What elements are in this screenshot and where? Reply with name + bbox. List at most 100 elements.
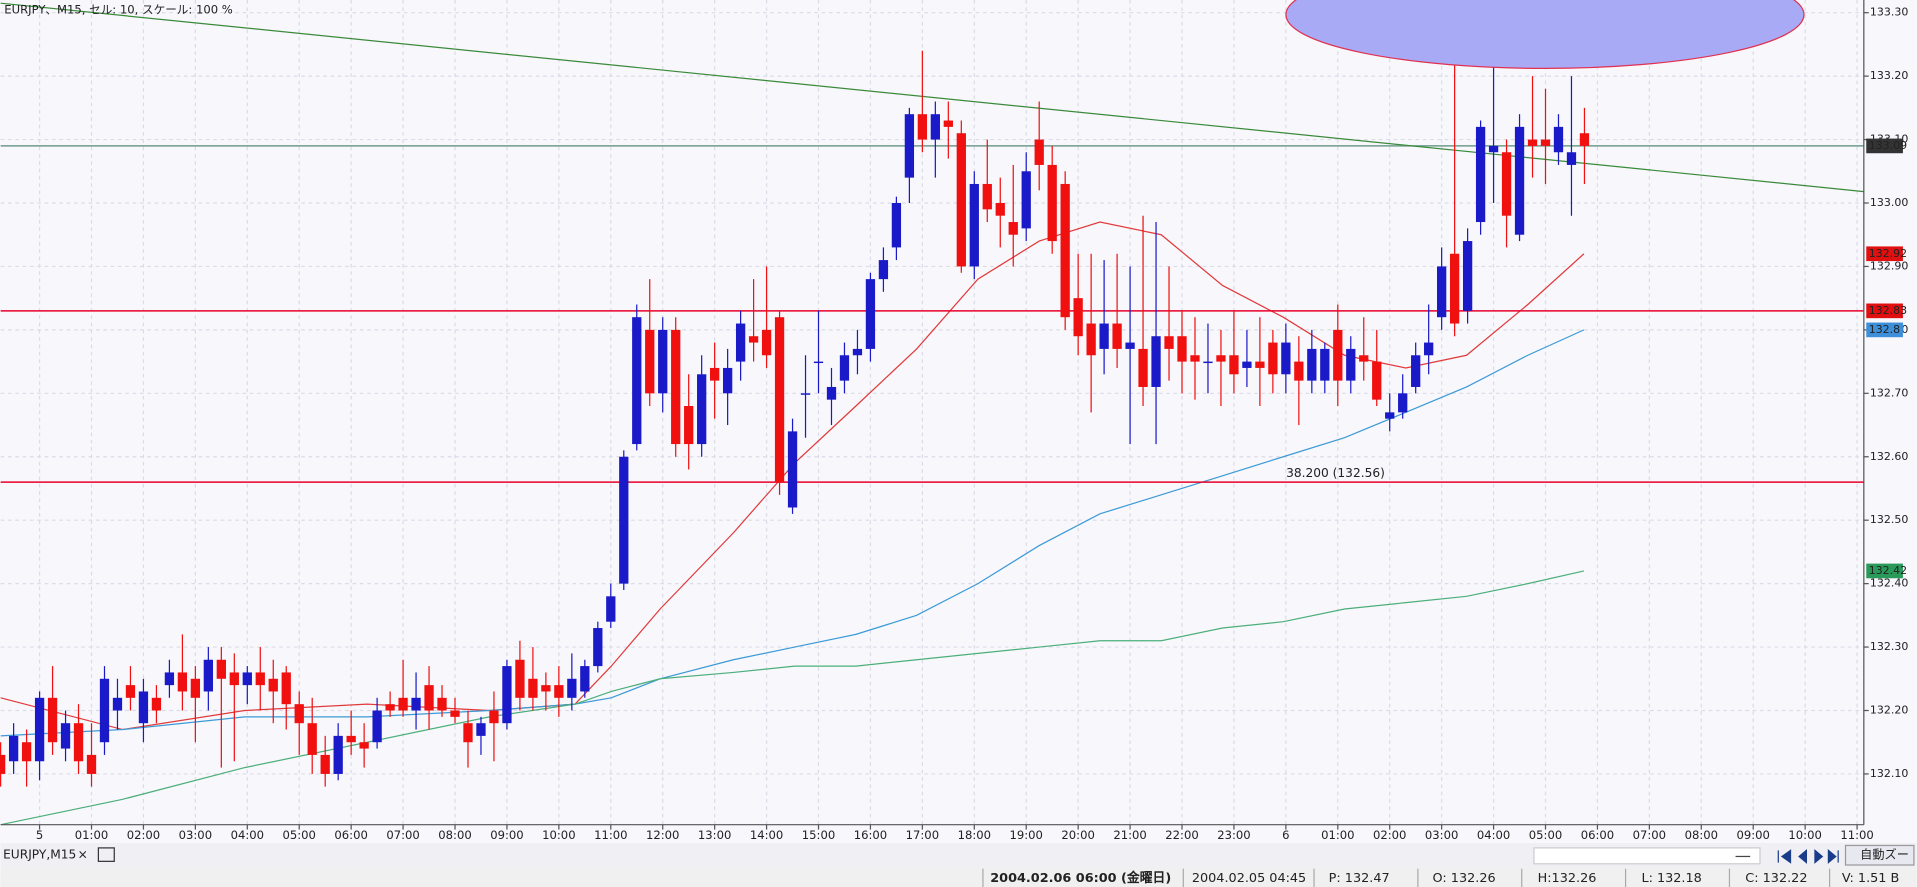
candle-body bbox=[852, 348, 863, 356]
price-badge bbox=[1866, 303, 1903, 319]
candle-body bbox=[1333, 329, 1343, 381]
candle-body bbox=[346, 735, 356, 743]
candle-body bbox=[1527, 139, 1538, 146]
candle-body bbox=[1086, 323, 1096, 356]
x-tick-label: 12:00 bbox=[646, 828, 679, 842]
candle-body bbox=[73, 723, 84, 762]
candle-body bbox=[658, 329, 668, 394]
x-tick-label: 06:00 bbox=[1581, 828, 1614, 842]
x-tick-label: 6 bbox=[1282, 828, 1289, 842]
candle-body bbox=[502, 666, 512, 724]
price-badge bbox=[1866, 246, 1903, 262]
candle-body bbox=[1190, 355, 1200, 362]
x-tick-label: 16:00 bbox=[854, 828, 887, 842]
x-tick-label: 07:00 bbox=[1633, 828, 1666, 842]
candle-body bbox=[359, 742, 369, 749]
candle-body bbox=[476, 723, 486, 736]
x-tick-label: 10:00 bbox=[542, 828, 575, 842]
x-tick-label: 01:00 bbox=[75, 828, 108, 842]
candle-body bbox=[606, 596, 616, 622]
candle-body bbox=[1112, 323, 1122, 349]
candle-body bbox=[138, 691, 149, 724]
candle-body bbox=[190, 678, 201, 698]
candle-body bbox=[1073, 298, 1083, 337]
candle-body bbox=[800, 393, 811, 395]
x-tick-label: 20:00 bbox=[1061, 828, 1094, 842]
status-low: L: 132.18 bbox=[1641, 871, 1701, 886]
candle-body bbox=[177, 672, 188, 692]
candle-body bbox=[1294, 361, 1304, 381]
candle-body bbox=[878, 260, 889, 280]
candle-body bbox=[1540, 139, 1551, 146]
candle-body bbox=[735, 323, 746, 362]
price-badge bbox=[1866, 563, 1903, 579]
candle-body bbox=[645, 329, 655, 394]
candle-body bbox=[1307, 348, 1317, 381]
candle-body bbox=[1034, 139, 1044, 165]
y-tick-label: 133.30 bbox=[1870, 6, 1908, 19]
candle-body bbox=[281, 672, 291, 705]
candle-body bbox=[1216, 355, 1226, 362]
candle-body bbox=[1553, 126, 1564, 153]
candle-body bbox=[268, 678, 278, 692]
candle-body bbox=[839, 355, 850, 381]
zoom-button-label[interactable]: 自動ズー bbox=[1860, 847, 1909, 862]
price-badge-label: 132.83 bbox=[1869, 304, 1907, 317]
candle-body bbox=[684, 406, 694, 445]
x-tick-label: 01:00 bbox=[1321, 828, 1354, 842]
candle-body bbox=[242, 672, 252, 686]
x-tick-label: 03:00 bbox=[179, 828, 212, 842]
zoom-button[interactable] bbox=[1844, 844, 1915, 866]
candle-body bbox=[164, 672, 175, 686]
candle-body bbox=[619, 456, 629, 584]
candle-body bbox=[774, 317, 785, 483]
y-tick-label: 132.90 bbox=[1870, 259, 1908, 272]
candle-body bbox=[969, 183, 979, 267]
x-tick-label: 14:00 bbox=[750, 828, 783, 842]
candle-body bbox=[151, 697, 162, 711]
scroll-track[interactable] bbox=[1533, 847, 1761, 865]
candle-body bbox=[1255, 361, 1265, 368]
candle-body bbox=[1346, 348, 1356, 381]
price-badge bbox=[1866, 138, 1903, 154]
candle-body bbox=[489, 710, 499, 724]
candle-body bbox=[294, 704, 304, 724]
candle-body bbox=[1437, 266, 1447, 318]
x-tick-label: 5 bbox=[36, 828, 43, 842]
x-tick-label: 05:00 bbox=[283, 828, 316, 842]
candle-body bbox=[424, 685, 434, 711]
candle-body bbox=[1177, 336, 1187, 362]
tab-close[interactable]: × bbox=[78, 848, 88, 862]
candle-body bbox=[748, 336, 759, 343]
candle-body bbox=[255, 672, 265, 686]
x-tick-label: 19:00 bbox=[1010, 828, 1043, 842]
status-open: O: 132.26 bbox=[1433, 871, 1496, 886]
status-datetime: 2004.02.06 06:00 (金曜日) bbox=[990, 870, 1171, 886]
candle-body bbox=[1449, 253, 1460, 324]
candle-body bbox=[787, 431, 798, 508]
status-bar: 2004.02.06 06:00 (金曜日) 2004.02.05 04:45 … bbox=[0, 867, 1917, 887]
axes: 132.10 132.20 132.30 132.40 132.50 132.60 132.… bbox=[36, 6, 1908, 842]
candle-body bbox=[1021, 171, 1031, 229]
x-tick-label: 02:00 bbox=[127, 828, 160, 842]
candle-body bbox=[125, 685, 136, 698]
candle-body bbox=[1164, 336, 1174, 349]
tab-icon[interactable] bbox=[97, 847, 115, 862]
candle-body bbox=[372, 710, 382, 743]
candle-body bbox=[722, 367, 733, 394]
x-tick-label: 11:00 bbox=[594, 828, 627, 842]
x-tick-label: 03:00 bbox=[1425, 828, 1458, 842]
nav-buttons[interactable] bbox=[1777, 849, 1839, 864]
candle-body bbox=[982, 183, 992, 210]
price-badge-label: 133.09 bbox=[1869, 139, 1907, 152]
candle-body bbox=[515, 659, 525, 698]
candle-body bbox=[1424, 342, 1434, 356]
x-tick-label: 08:00 bbox=[1685, 828, 1718, 842]
tab-bar: EURJPY,M15 × 自動ズー bbox=[0, 843, 1917, 868]
x-tick-label: 22:00 bbox=[1165, 828, 1198, 842]
status-bg bbox=[0, 867, 1917, 887]
candle-body bbox=[1475, 126, 1486, 223]
tab-label[interactable]: EURJPY,M15 bbox=[3, 848, 76, 862]
y-tick-label: 133.00 bbox=[1870, 196, 1908, 209]
